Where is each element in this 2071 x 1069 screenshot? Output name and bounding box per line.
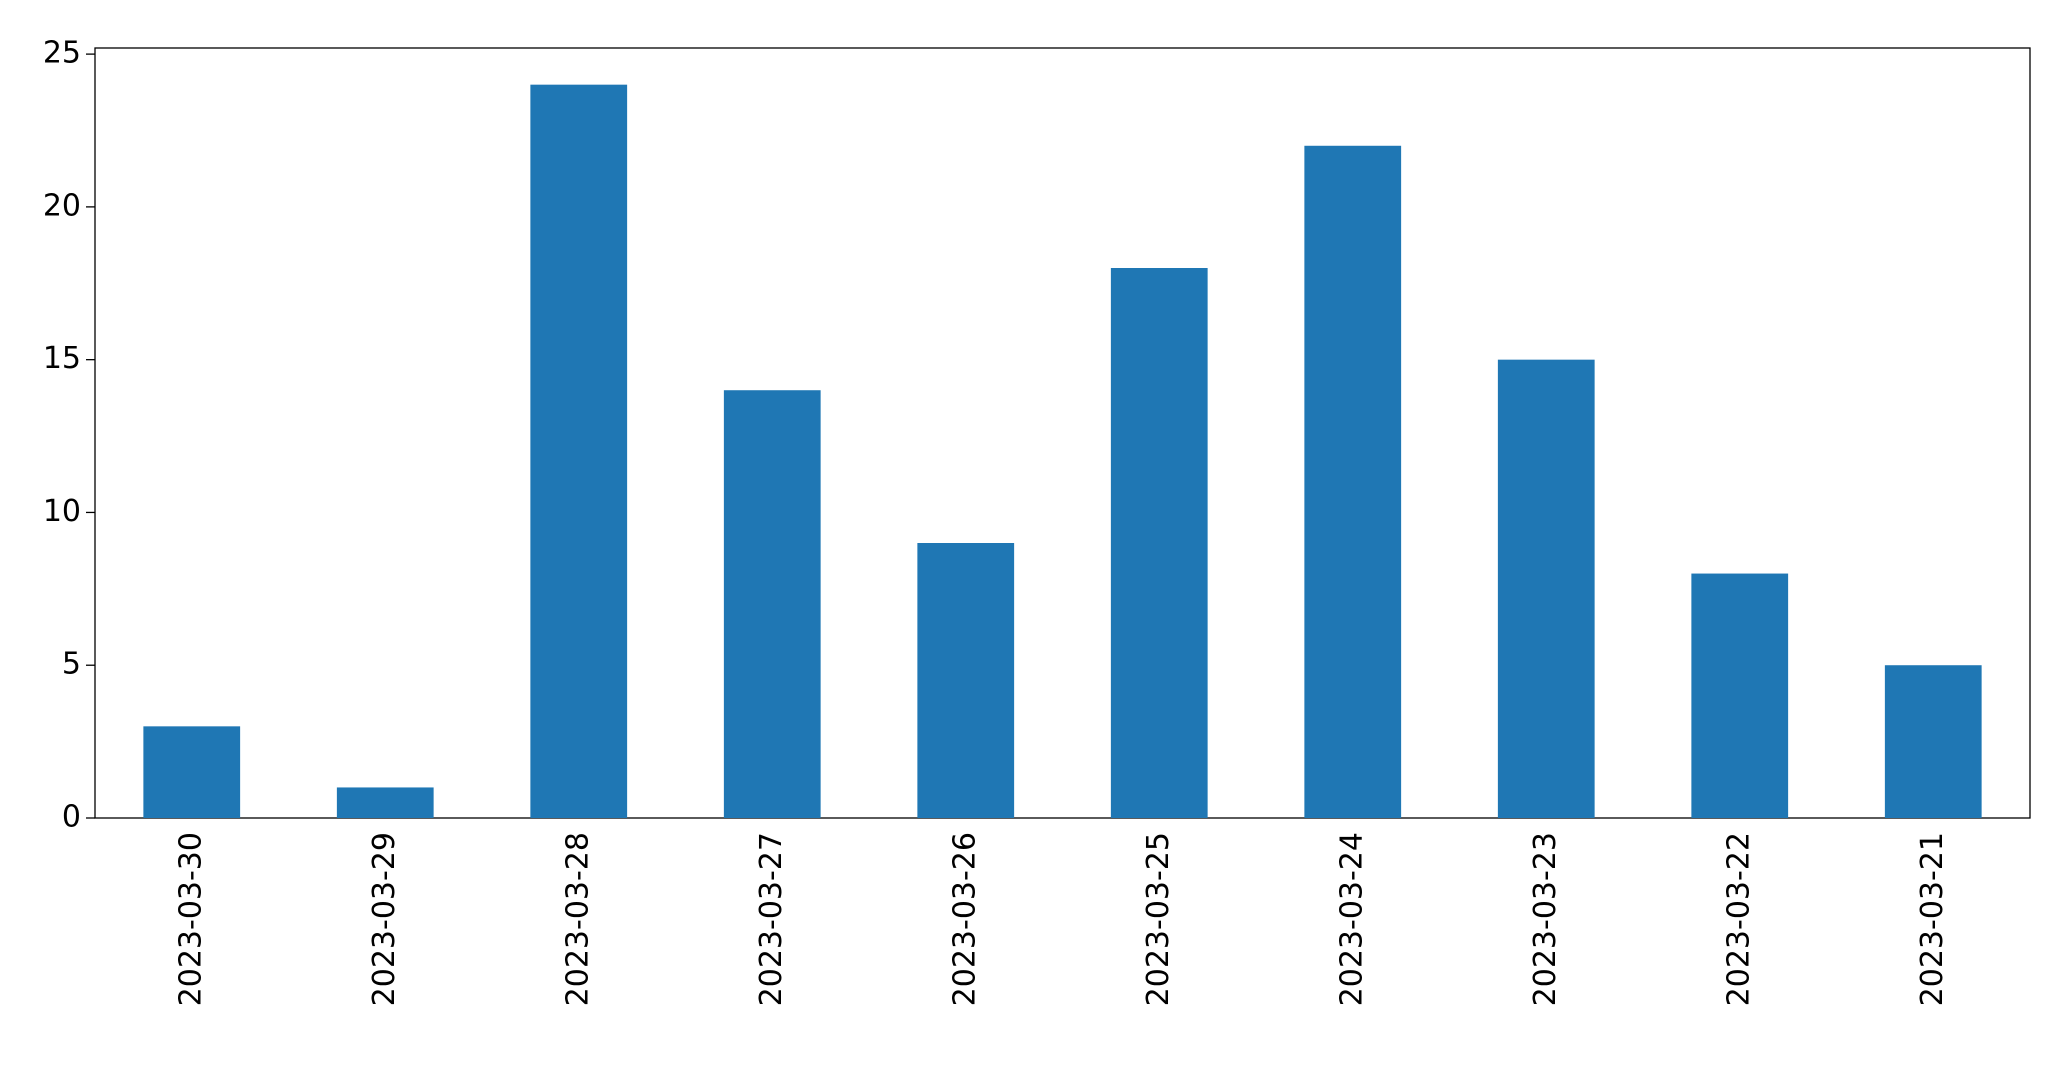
bar <box>723 390 821 818</box>
x-tick-label: 2023-03-29 <box>367 832 402 1006</box>
y-tick-label: 15 <box>43 341 81 376</box>
x-tick-label: 2023-03-24 <box>1334 832 1369 1006</box>
x-tick-label: 2023-03-30 <box>173 832 208 1006</box>
y-tick-label: 0 <box>62 800 81 835</box>
plot-frame <box>94 47 2031 819</box>
bar <box>530 84 628 818</box>
x-tick-label: 2023-03-25 <box>1141 832 1176 1006</box>
bar <box>336 787 434 818</box>
y-tick-label: 10 <box>43 494 81 529</box>
x-tick-label: 2023-03-21 <box>1915 832 1950 1006</box>
x-tick-label: 2023-03-23 <box>1528 832 1563 1006</box>
y-tick-label: 20 <box>43 188 81 223</box>
y-tick-label: 25 <box>43 36 81 71</box>
bar <box>143 726 241 818</box>
x-tick-label: 2023-03-28 <box>560 832 595 1006</box>
bar <box>917 543 1015 818</box>
bar <box>1884 665 1982 818</box>
y-tick-label: 5 <box>62 647 81 682</box>
x-tick-label: 2023-03-26 <box>947 832 982 1006</box>
x-tick-label: 2023-03-27 <box>754 832 789 1006</box>
bar <box>1691 573 1789 818</box>
x-tick-label: 2023-03-22 <box>1721 832 1756 1006</box>
bar <box>1304 145 1402 818</box>
bar <box>1110 268 1208 818</box>
bar <box>1497 359 1595 818</box>
